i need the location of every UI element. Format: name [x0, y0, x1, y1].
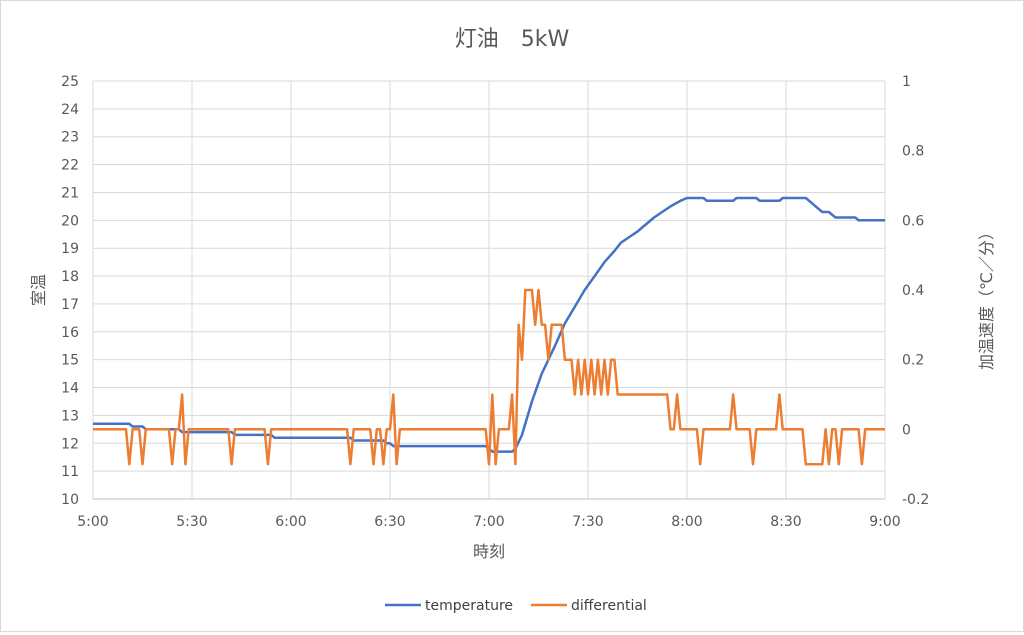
chart-title: 灯油 5kW	[455, 27, 570, 52]
y2-axis-title: 加温速度（℃／分）	[977, 224, 996, 370]
y-tick-label: 13	[61, 408, 79, 424]
y2-tick-label: 0.4	[902, 283, 924, 299]
series-line-differential	[93, 288, 885, 466]
y-tick-label: 24	[61, 102, 79, 118]
y-tick-label: 15	[61, 353, 79, 369]
y2-tick-label: 0.6	[902, 213, 924, 229]
x-tick-label: 8:00	[671, 514, 702, 530]
legend: temperature differential	[385, 598, 647, 614]
x-axis-title: 時刻	[473, 542, 505, 561]
y-tick-label: 17	[61, 297, 79, 313]
y-tick-label: 12	[61, 436, 79, 452]
y-tick-label: 11	[61, 464, 79, 480]
legend-label: temperature	[425, 598, 513, 614]
y2-tick-label: 1	[902, 74, 911, 90]
y-tick-label: 14	[61, 381, 79, 397]
x-tick-label: 8:30	[770, 514, 801, 530]
y-tick-label: 22	[61, 158, 79, 174]
y2-tick-label: 0.2	[902, 353, 924, 369]
gridlines	[92, 80, 886, 500]
y2-tick-label: 0	[902, 422, 911, 438]
x-tick-label: 7:30	[572, 514, 603, 530]
series-lines	[93, 196, 885, 466]
x-tick-label: 5:30	[176, 514, 207, 530]
y2-tick-label: 0.8	[902, 144, 924, 160]
y-tick-label: 20	[61, 213, 79, 229]
x-tick-label: 6:30	[374, 514, 405, 530]
y-axis-title: 室温	[29, 274, 48, 306]
y-tick-label: 18	[61, 269, 79, 285]
y-tick-label: 21	[61, 185, 79, 201]
y-tick-label: 25	[61, 74, 79, 90]
x-tick-label: 6:00	[275, 514, 306, 530]
legend-label: differential	[571, 598, 647, 614]
x-tick-label: 9:00	[869, 514, 900, 530]
y-tick-label: 10	[61, 492, 79, 508]
y2-tick-label: -0.2	[902, 492, 929, 508]
y-tick-label: 16	[61, 325, 79, 341]
x-tick-label: 7:00	[473, 514, 504, 530]
x-tick-label: 5:00	[77, 514, 108, 530]
y-tick-label: 23	[61, 130, 79, 146]
y-tick-label: 19	[61, 241, 79, 257]
